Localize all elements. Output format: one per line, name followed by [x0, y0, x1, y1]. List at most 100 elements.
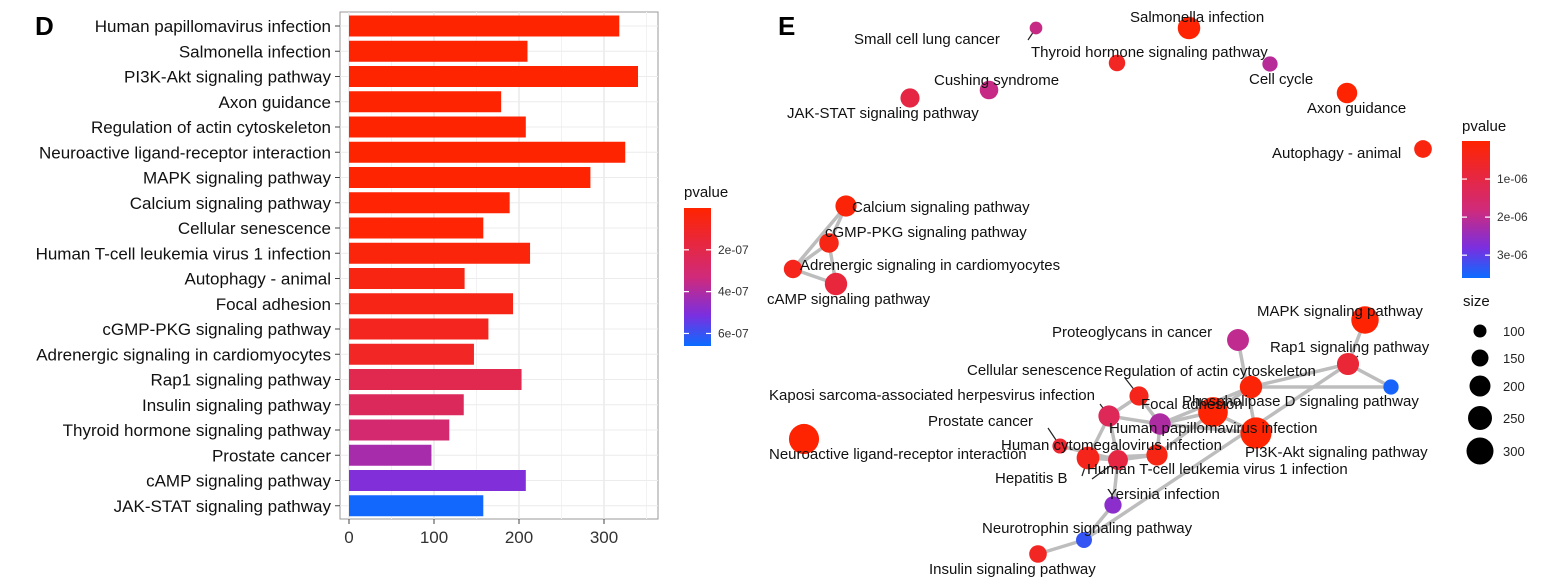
node-label: Kaposi sarcoma-associated herpesvirus in…: [769, 387, 1095, 404]
size-legend-label: 150: [1503, 351, 1525, 366]
category-label: Autophagy - animal: [185, 270, 331, 289]
node: [1351, 306, 1379, 334]
legend-d-colorbar: [684, 208, 711, 346]
bar: [349, 192, 510, 214]
bar: [349, 268, 465, 289]
bar: [349, 141, 626, 163]
bar: [349, 394, 464, 416]
node-label: PI3K-Akt signaling pathway: [1245, 444, 1428, 461]
node-label: Focal adhesion: [1141, 396, 1243, 413]
category-label: Thyroid hormone signaling pathway: [63, 421, 332, 440]
size-legend-label: 200: [1503, 379, 1525, 394]
legend-tick-label: 2e-06: [1497, 210, 1528, 224]
bar: [349, 242, 531, 264]
legend-e-colorbar: [1462, 141, 1490, 278]
category-label: Cellular senescence: [178, 219, 331, 238]
category-label: Salmonella infection: [179, 42, 331, 61]
node-label: Autophagy - animal: [1272, 145, 1401, 162]
bar: [349, 369, 522, 390]
category-label: Regulation of actin cytoskeleton: [91, 118, 331, 137]
node: [1227, 329, 1249, 351]
node: [1104, 496, 1122, 514]
bar: [349, 293, 514, 315]
node: [1108, 450, 1128, 470]
size-legend-title: size: [1463, 293, 1490, 310]
node: [1177, 16, 1201, 40]
bar: [349, 15, 620, 37]
bar: [349, 444, 432, 466]
node: [788, 423, 820, 455]
node-label: Insulin signaling pathway: [929, 561, 1096, 578]
x-tick-label: 0: [344, 528, 353, 547]
category-label: MAPK signaling pathway: [143, 169, 332, 188]
bar: [349, 66, 638, 87]
category-label: Focal adhesion: [216, 295, 331, 314]
node-label: Regulation of actin cytoskeleton: [1104, 363, 1316, 380]
node-label: JAK-STAT signaling pathway: [787, 105, 979, 122]
bar: [349, 167, 591, 188]
category-label: Calcium signaling pathway: [130, 194, 332, 213]
node-label: MAPK signaling pathway: [1257, 303, 1423, 320]
bar: [349, 343, 474, 365]
node: [1198, 397, 1228, 427]
category-label: JAK-STAT signaling pathway: [114, 497, 332, 516]
node-label: cAMP signaling pathway: [767, 291, 931, 308]
bar-chart: Human papillomavirus infection Salmonella…: [36, 11, 749, 547]
node: [1129, 386, 1149, 406]
x-tick-label: 100: [420, 528, 448, 547]
panel-d-letter: D: [35, 11, 54, 41]
size-legend-label: 250: [1503, 411, 1525, 426]
node-label: Human T-cell leukemia virus 1 infection: [1087, 461, 1348, 478]
category-label: Rap1 signaling pathway: [150, 371, 331, 390]
edge: [1249, 362, 1350, 389]
node-label: Hepatitis B: [995, 470, 1068, 487]
bars: [349, 15, 638, 517]
category-labels: Human papillomavirus infection Salmonella…: [36, 17, 340, 516]
node-label: Cell cycle: [1249, 71, 1313, 88]
node: [824, 272, 848, 296]
bar: [349, 40, 528, 62]
network-chart: Small cell lung cancer Salmonella infecti…: [767, 9, 1528, 578]
legend-e-ticks: 1e-06 2e-06 3e-06: [1462, 172, 1528, 262]
category-label: Human T-cell leukemia virus 1 infection: [36, 244, 331, 263]
node: [783, 259, 803, 279]
size-legend-dot: [1466, 437, 1494, 465]
category-label: Human papillomavirus infection: [95, 17, 331, 36]
legend-d-ticks: 2e-07 4e-07 6e-07: [684, 243, 749, 340]
bar: [349, 419, 450, 441]
node-label: Neuroactive ligand-receptor interaction: [769, 446, 1027, 463]
category-label: Prostate cancer: [212, 446, 331, 465]
node-label: Salmonella infection: [1130, 9, 1264, 26]
node-label: Cellular senescence: [967, 362, 1102, 379]
x-tick-label: 200: [505, 528, 533, 547]
node-label: Neurotrophin signaling pathway: [982, 520, 1193, 537]
node: [1414, 140, 1432, 158]
size-legend-label: 300: [1503, 444, 1525, 459]
node: [1240, 417, 1272, 449]
category-label: Neuroactive ligand-receptor interaction: [39, 143, 331, 162]
node: [1108, 54, 1126, 72]
legend-tick-label: 1e-06: [1497, 172, 1528, 186]
node-label: Axon guidance: [1307, 100, 1406, 117]
x-tick-label: 300: [590, 528, 618, 547]
node: [1029, 545, 1047, 563]
node: [1029, 21, 1043, 35]
legend-e-title: pvalue: [1462, 118, 1506, 135]
pvalue-legend-d: pvalue 2e-07 4e-07 6e-07: [684, 184, 749, 346]
category-label: cGMP-PKG signaling pathway: [102, 320, 331, 339]
node-label: Cushing syndrome: [934, 72, 1059, 89]
edge: [1158, 422, 1258, 435]
node: [819, 233, 839, 253]
pvalue-legend-e: pvalue 1e-06 2e-06 3e-06 size 100 150 200 250…: [1462, 118, 1528, 465]
legend-tick-label: 6e-07: [718, 326, 749, 340]
x-axis-ticks: 0 100 200 300: [344, 519, 618, 547]
node: [1076, 446, 1100, 470]
bar: [349, 217, 484, 239]
legend-tick-label: 4e-07: [718, 285, 749, 299]
size-legend-dot: [1473, 324, 1487, 338]
plot-area: [339, 11, 659, 520]
bar: [349, 116, 526, 138]
size-legend-dot: [1468, 406, 1492, 430]
node: [1149, 413, 1171, 435]
